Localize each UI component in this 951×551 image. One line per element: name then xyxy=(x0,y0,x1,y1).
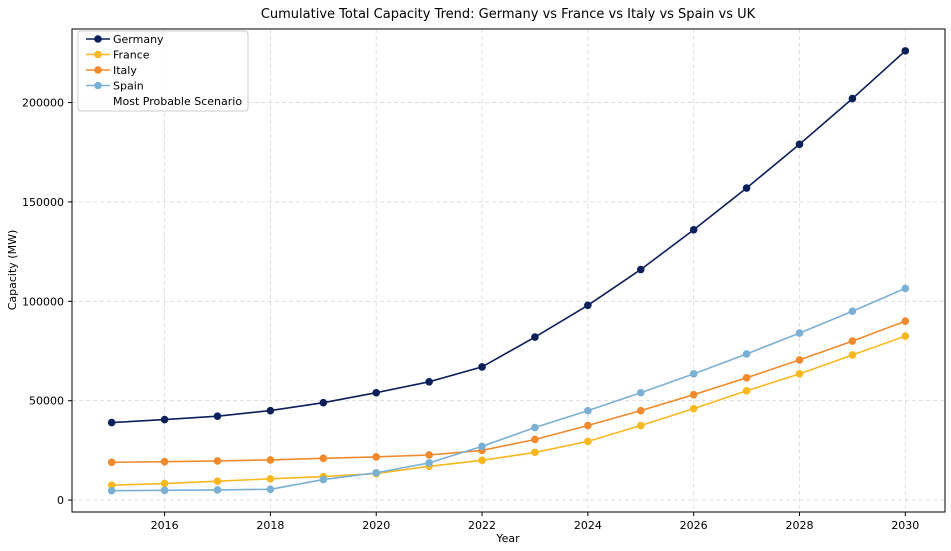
data-point-italy xyxy=(319,454,328,463)
data-point-spain xyxy=(742,350,751,358)
data-point-spain xyxy=(584,406,592,415)
data-point-italy xyxy=(689,390,698,399)
data-point-france xyxy=(795,370,804,378)
data-point-spain xyxy=(213,486,222,494)
data-point-italy xyxy=(901,317,910,325)
legend-box xyxy=(77,30,249,112)
y-axis-label: Capacity (MW) xyxy=(6,230,19,311)
data-point-spain xyxy=(160,486,169,495)
data-point-spain xyxy=(478,442,486,451)
data-point-spain xyxy=(795,329,804,337)
data-point-germany xyxy=(584,301,592,310)
data-point-spain xyxy=(636,388,645,397)
x-tick-label: 2022 xyxy=(468,519,496,532)
legend-marker-spain xyxy=(94,81,102,90)
x-axis-label: Year xyxy=(495,532,520,545)
data-point-spain xyxy=(372,469,381,477)
data-point-italy xyxy=(266,456,275,464)
x-tick-label: 2016 xyxy=(151,519,179,532)
data-point-germany xyxy=(107,418,116,427)
plot-frame xyxy=(71,28,946,513)
legend-label-germany: Germany xyxy=(113,33,164,46)
legend-marker-italy xyxy=(94,66,102,74)
data-point-germany xyxy=(372,388,381,397)
data-point-germany xyxy=(478,363,486,371)
y-tick-label: 150000 xyxy=(22,196,64,209)
x-tick-label: 2020 xyxy=(362,519,390,532)
data-point-spain xyxy=(107,486,116,495)
y-tick-label: 50000 xyxy=(29,395,64,408)
data-point-france xyxy=(584,437,592,446)
x-tick-label: 2024 xyxy=(574,519,602,532)
data-point-italy xyxy=(425,451,433,459)
series-line-germany xyxy=(111,50,906,424)
x-tick-label: 2030 xyxy=(891,519,919,532)
data-point-germany xyxy=(848,94,857,103)
data-point-italy xyxy=(636,406,645,415)
y-tick-label: 0 xyxy=(57,494,64,507)
data-point-italy xyxy=(742,374,751,382)
data-point-italy xyxy=(531,435,539,444)
data-point-france xyxy=(107,481,116,489)
legend-label-spain: Spain xyxy=(113,80,144,93)
data-point-italy xyxy=(213,457,222,465)
y-tick-label: 200000 xyxy=(22,97,64,110)
data-point-italy xyxy=(584,421,592,430)
series-line-italy xyxy=(111,320,906,464)
data-point-germany xyxy=(425,378,433,386)
data-point-italy xyxy=(107,458,116,467)
legend-marker-france xyxy=(94,50,102,59)
data-point-france xyxy=(901,332,910,340)
data-point-germany xyxy=(531,333,539,341)
x-tick-label: 2026 xyxy=(680,519,708,532)
data-point-spain xyxy=(425,459,433,467)
data-point-germany xyxy=(636,265,645,274)
data-point-italy xyxy=(160,457,169,466)
data-point-germany xyxy=(213,412,222,420)
ticks: 2016 2018 2020 2022 2024 2026 2028 2030 0 50000 10… xyxy=(22,97,919,532)
chart-title: Cumulative Total Capacity Trend: Germany… xyxy=(261,7,756,22)
legend-label-italy: Italy xyxy=(113,64,137,77)
data-point-spain xyxy=(848,307,857,316)
data-point-france xyxy=(531,448,539,457)
data-point-germany xyxy=(266,406,275,415)
data-point-spain xyxy=(689,370,698,378)
data-point-spain xyxy=(531,423,539,432)
data-point-germany xyxy=(742,184,751,192)
series-line-france xyxy=(111,335,906,486)
y-tick-label: 100000 xyxy=(22,295,64,308)
data-point-italy xyxy=(372,453,381,461)
data-point-france xyxy=(478,456,486,465)
data-point-spain xyxy=(266,485,275,494)
x-tick-label: 2018 xyxy=(256,519,284,532)
data-point-germany xyxy=(795,140,804,149)
data-point-france xyxy=(160,479,169,488)
data-point-italy xyxy=(795,356,804,364)
data-point-spain xyxy=(319,475,328,484)
data-point-france xyxy=(689,404,698,413)
data-point-spain xyxy=(901,284,910,293)
data-point-germany xyxy=(689,225,698,234)
legend-label-france: France xyxy=(113,49,150,62)
data-point-france xyxy=(742,386,751,395)
data-point-italy xyxy=(848,337,857,345)
data-point-france xyxy=(848,351,857,359)
legend-label-scenario: Most Probable Scenario xyxy=(113,95,242,108)
grid xyxy=(72,29,945,512)
series-group xyxy=(107,47,910,495)
data-point-france xyxy=(266,475,275,483)
data-point-germany xyxy=(160,415,169,424)
x-tick-label: 2028 xyxy=(786,519,814,532)
legend-marker-germany xyxy=(94,35,102,43)
data-point-france xyxy=(636,421,645,430)
data-point-germany xyxy=(901,47,910,55)
series-line-spain xyxy=(111,287,906,492)
data-point-germany xyxy=(319,398,328,407)
data-point-france xyxy=(213,477,222,485)
legend: Germany France Italy Spain Most Probable Sce… xyxy=(77,30,249,112)
